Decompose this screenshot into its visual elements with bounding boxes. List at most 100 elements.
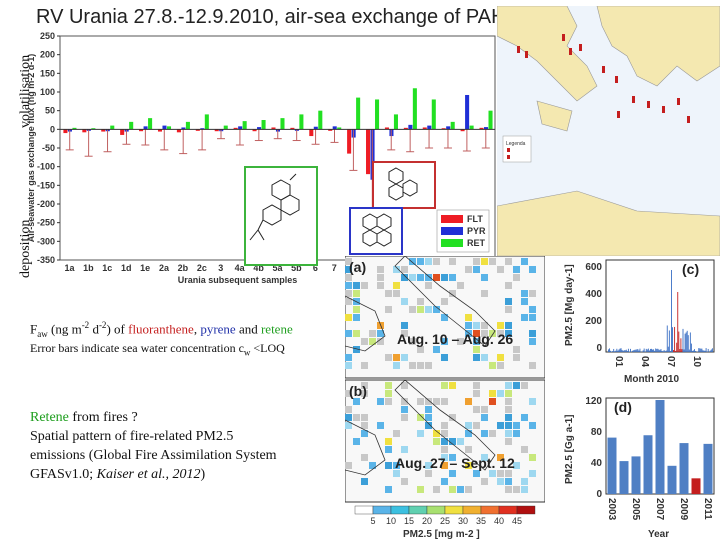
emission-cell [473, 470, 480, 477]
daily-bar [668, 330, 670, 352]
colorbar-tick: 40 [494, 516, 504, 526]
emission-cell [393, 470, 400, 477]
emission-cell [449, 486, 456, 493]
emission-cell [449, 470, 456, 477]
daily-bar [652, 349, 653, 352]
daily-bar [662, 351, 664, 352]
daily-bar [695, 350, 697, 352]
emission-cell [345, 354, 352, 361]
x-tick-label: 1d [121, 263, 132, 273]
x-tick-label: 4b [253, 263, 264, 273]
legend-swatch [441, 227, 463, 235]
emission-cell [473, 390, 480, 397]
y-tick-label: -250 [37, 218, 55, 228]
emission-cell [401, 446, 408, 453]
bar-pyr [257, 127, 262, 130]
emission-cell [361, 382, 368, 389]
daily-bar [655, 348, 657, 352]
emission-cell [345, 414, 352, 421]
slide-title: RV Urania 27.8.-12.9.2010, air-sea excha… [36, 6, 516, 28]
citation: Kaiser et al., 2012 [96, 467, 201, 482]
daily-bar [698, 348, 700, 352]
sample-marker [632, 96, 635, 103]
emission-cell [473, 330, 480, 337]
emission-cell [489, 430, 496, 437]
emission-cell [345, 406, 352, 413]
panel-c-xtick: 01 [613, 356, 624, 368]
x-tick-label: 2b [178, 263, 189, 273]
daily-bar [692, 350, 693, 352]
emission-cell [353, 346, 360, 353]
x-tick-label: 1e [140, 263, 150, 273]
y-tick-label: 0 [50, 124, 55, 134]
bar-ret [223, 125, 228, 130]
daily-bar [617, 350, 619, 352]
daily-bar [647, 348, 649, 352]
x-axis-label: Urania subsequent samples [178, 275, 298, 285]
emission-cell [505, 406, 512, 413]
emission-cell [441, 438, 448, 445]
emission-cell [497, 322, 504, 329]
daily-bar [620, 348, 622, 352]
sample-marker [579, 44, 582, 51]
emission-cell [505, 382, 512, 389]
bar-ret [185, 121, 190, 130]
daily-bar [711, 348, 713, 352]
emission-cell [513, 382, 520, 389]
colorbar-segment [354, 505, 374, 515]
daily-bar [633, 350, 635, 352]
bar-ret [299, 114, 304, 130]
colorbar-tick: 35 [476, 516, 486, 526]
map-legend-marker [507, 148, 510, 152]
panel-d-xtick: 2007 [654, 498, 665, 521]
daily-bar [699, 348, 701, 352]
sample-marker [677, 98, 680, 105]
daily-bar [661, 350, 663, 352]
bar-flt [214, 129, 219, 132]
emission-cell [497, 422, 504, 429]
emission-cell [441, 354, 448, 361]
emission-cell [473, 346, 480, 353]
emission-cell [425, 274, 432, 281]
emission-cell [425, 282, 432, 289]
daily-bar [610, 350, 611, 352]
emission-cell [465, 322, 472, 329]
emission-cell [465, 314, 472, 321]
fire-caption-line2: Spatial pattern of fire-related PM2.5 [30, 429, 234, 444]
retene-question-rest: from fires ? [68, 410, 138, 425]
map-b-coast [394, 379, 496, 471]
emission-cell [353, 398, 360, 405]
fire-caption: Retene from fires ? Spatial pattern of f… [30, 408, 277, 484]
daily-bar [648, 350, 650, 352]
emission-cell [473, 258, 480, 265]
emission-cell [361, 454, 368, 461]
legend-swatch [441, 239, 463, 247]
bar-pyr [181, 127, 186, 130]
emission-cell [513, 266, 520, 273]
legend-swatch [441, 215, 463, 223]
bar-flt [328, 129, 333, 131]
daily-bar [627, 348, 629, 352]
emission-cell [377, 330, 384, 337]
daily-bar [653, 349, 655, 352]
daily-bar [689, 332, 691, 352]
daily-bar [688, 349, 690, 352]
daily-bar [609, 348, 610, 352]
emission-cell [497, 454, 504, 461]
panel-d-xlabel: Year [648, 529, 669, 540]
daily-bar [693, 350, 694, 352]
map-a-label: (a) [349, 259, 366, 275]
emission-cell [497, 478, 504, 485]
emission-cell [433, 274, 440, 281]
daily-bar [650, 348, 651, 352]
bar-flt [233, 127, 238, 130]
emission-cell [513, 486, 520, 493]
sicily-land [536, 100, 573, 132]
emission-cell [345, 258, 352, 265]
bar-ret [318, 110, 323, 130]
emission-cell [513, 422, 520, 429]
map-a-range: Aug. 10 – Aug. 26 [397, 331, 513, 347]
retene-word: retene [260, 321, 293, 337]
emission-cell [457, 486, 464, 493]
y-tick-label: 150 [40, 68, 55, 78]
